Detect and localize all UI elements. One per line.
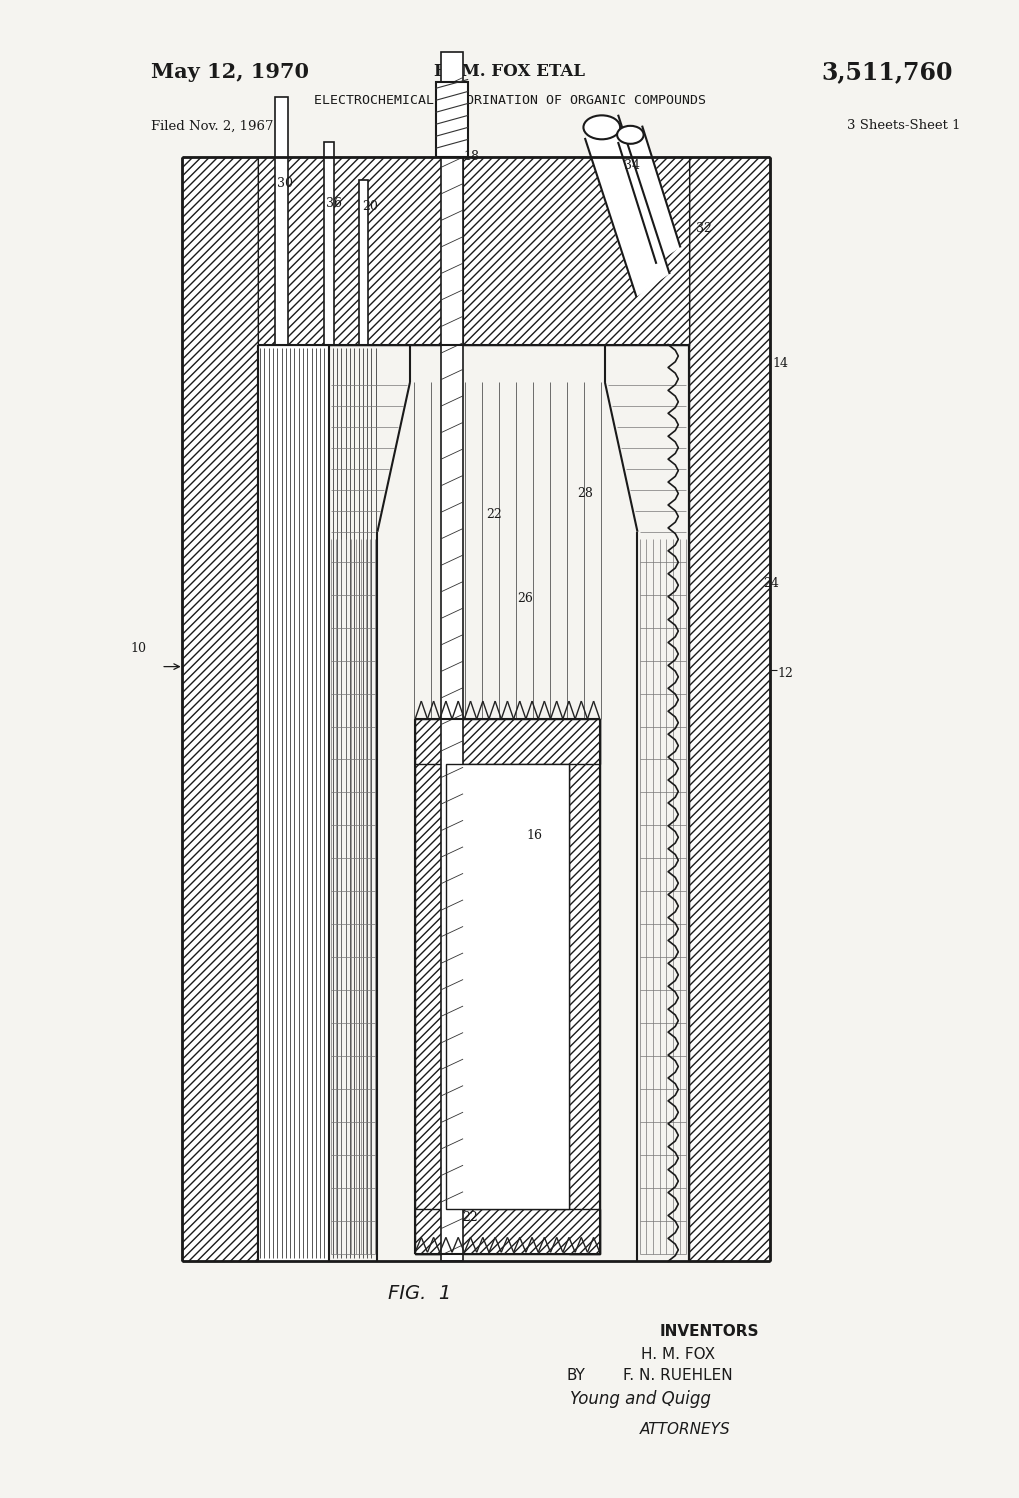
Text: FIG.  1: FIG. 1 <box>387 1284 450 1303</box>
Text: ELECTROCHEMICAL FLUORINATION OF ORGANIC COMPOUNDS: ELECTROCHEMICAL FLUORINATION OF ORGANIC … <box>314 94 705 106</box>
Text: 22: 22 <box>486 508 501 521</box>
Text: 24: 24 <box>762 577 779 590</box>
Text: Filed Nov. 2, 1967: Filed Nov. 2, 1967 <box>151 120 273 132</box>
Text: 20: 20 <box>362 199 378 213</box>
Text: 32: 32 <box>695 222 711 235</box>
Bar <box>440 52 463 1261</box>
Bar <box>258 157 688 345</box>
Text: ATTORNEYS: ATTORNEYS <box>640 1422 730 1437</box>
Text: 3 Sheets-Sheet 1: 3 Sheets-Sheet 1 <box>846 120 959 132</box>
Text: 10: 10 <box>130 641 147 655</box>
Ellipse shape <box>583 115 620 139</box>
Text: 34: 34 <box>624 159 640 172</box>
Bar <box>463 157 688 345</box>
Bar <box>258 157 440 345</box>
Bar <box>415 1209 599 1254</box>
Ellipse shape <box>616 126 643 144</box>
Text: 22: 22 <box>462 1210 477 1224</box>
Text: H. M. FOX ETAL: H. M. FOX ETAL <box>434 63 585 81</box>
Bar <box>181 157 258 1261</box>
Text: May 12, 1970: May 12, 1970 <box>151 61 309 82</box>
Text: 3,511,760: 3,511,760 <box>821 60 952 84</box>
Text: 30: 30 <box>277 177 293 190</box>
Polygon shape <box>618 127 680 262</box>
Text: 18: 18 <box>463 150 479 163</box>
Bar <box>688 157 769 1261</box>
Text: 12: 12 <box>776 667 793 680</box>
Bar <box>324 142 333 345</box>
Bar <box>435 82 468 157</box>
Bar <box>569 719 599 1254</box>
Text: INVENTORS: INVENTORS <box>658 1324 758 1339</box>
Text: F. N. RUEHLEN: F. N. RUEHLEN <box>623 1368 733 1383</box>
Text: 16: 16 <box>526 828 542 842</box>
Bar <box>415 719 599 764</box>
Bar <box>359 180 368 345</box>
Bar <box>258 345 329 1261</box>
Text: 28: 28 <box>577 487 593 500</box>
Text: 26: 26 <box>517 592 533 605</box>
Bar <box>445 764 569 1209</box>
Text: H. M. FOX: H. M. FOX <box>641 1347 714 1362</box>
Text: BY: BY <box>566 1368 585 1383</box>
Bar <box>415 719 445 1254</box>
Text: 36: 36 <box>326 196 342 210</box>
Text: 14: 14 <box>771 357 788 370</box>
Bar <box>275 97 287 345</box>
Text: Young and Quigg: Young and Quigg <box>570 1390 710 1408</box>
Polygon shape <box>585 115 668 297</box>
